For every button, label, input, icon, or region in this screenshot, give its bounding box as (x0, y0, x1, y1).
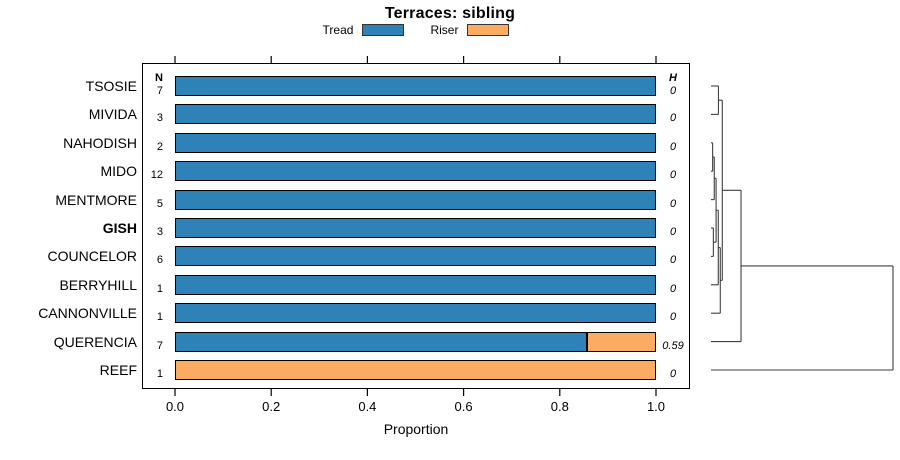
row-label-cannonville: CANNONVILLE (38, 305, 137, 322)
row-label-mentmore: MENTMORE (55, 191, 137, 208)
row-label-nahodish: NAHODISH (63, 134, 137, 151)
x-axis-tick-label: 0.8 (550, 399, 569, 414)
n-value: 3 (156, 112, 163, 125)
h-value: 0 (669, 112, 677, 125)
row-label-gish: GISH (102, 220, 137, 236)
x-axis-tick-label: 0.6 (454, 399, 473, 414)
n-value: 7 (156, 85, 163, 97)
n-value: 5 (156, 197, 163, 210)
x-axis-tick-label: 0.0 (165, 399, 185, 414)
n-value: 1 (156, 282, 163, 295)
bar-segment-riser (587, 331, 656, 352)
legend-swatch-tread (362, 24, 405, 36)
row-label-mido: MIDO (100, 163, 137, 180)
h-value: 0 (669, 85, 677, 97)
bar-reef (175, 360, 656, 380)
legend-label-tread: Tread (322, 23, 354, 37)
bar-councelor (175, 246, 656, 267)
bar-nahodish (175, 132, 656, 153)
h-value: 0 (669, 226, 677, 238)
bar-berryhill (175, 274, 656, 295)
bar-mido (175, 161, 656, 182)
h-value: 0 (669, 311, 677, 324)
bar-segment-riser (175, 360, 656, 380)
bar-tsosie (175, 76, 656, 96)
legend-item-riser: Riser (430, 23, 510, 37)
bar-querencia (175, 331, 656, 352)
row-label-councelor: COUNCELOR (47, 248, 137, 265)
row-label-mivida: MIVIDA (88, 106, 137, 123)
legend-item-tread: Tread (323, 23, 405, 37)
row-label-tsosie: TSOSIE (85, 78, 137, 94)
plot-area-border (142, 63, 690, 389)
x-axis-tick-label: 1.0 (646, 399, 666, 414)
x-axis-title: Proportion (383, 421, 449, 437)
h-value: 0 (669, 197, 677, 210)
h-value: 0.59 (662, 339, 684, 352)
bar-segment-tread (175, 303, 656, 324)
h-column-header: H (669, 72, 677, 84)
bar-segment-tread (175, 76, 656, 96)
bar-segment-tread (175, 132, 656, 153)
h-value: 0 (669, 368, 677, 380)
n-value: 6 (156, 254, 163, 267)
bar-mentmore (175, 189, 656, 210)
bar-segment-tread (175, 104, 656, 125)
bar-segment-tread (175, 189, 656, 210)
h-value: 0 (669, 254, 677, 267)
n-value: 1 (156, 311, 163, 324)
bar-segment-tread (175, 161, 656, 182)
bar-segment-tread (175, 246, 656, 267)
bar-gish (175, 218, 656, 238)
row-label-reef: REEF (99, 362, 137, 378)
bar-segment-tread (175, 331, 588, 352)
n-value: 12 (150, 169, 163, 182)
x-axis-tick-label: 0.2 (262, 399, 281, 414)
row-label-berryhill: BERRYHILL (59, 276, 137, 293)
chart-title: Terraces: sibling (384, 5, 516, 22)
h-value: 0 (669, 140, 677, 153)
h-value: 0 (669, 169, 677, 182)
bar-segment-tread (175, 274, 656, 295)
n-value: 1 (156, 368, 163, 380)
x-axis-tick-label: 0.4 (358, 399, 377, 414)
n-column-header: N (155, 72, 163, 84)
n-value: 7 (156, 339, 163, 352)
n-value: 2 (156, 140, 163, 153)
row-label-querencia: QUERENCIA (53, 333, 137, 350)
bar-segment-tread (175, 218, 656, 238)
legend-swatch-riser (467, 24, 510, 36)
legend-label-riser: Riser (430, 23, 459, 37)
legend: Tread Riser (142, 23, 690, 37)
n-value: 3 (156, 226, 163, 238)
bar-mivida (175, 104, 656, 125)
h-value: 0 (669, 282, 677, 295)
bar-cannonville (175, 303, 656, 324)
